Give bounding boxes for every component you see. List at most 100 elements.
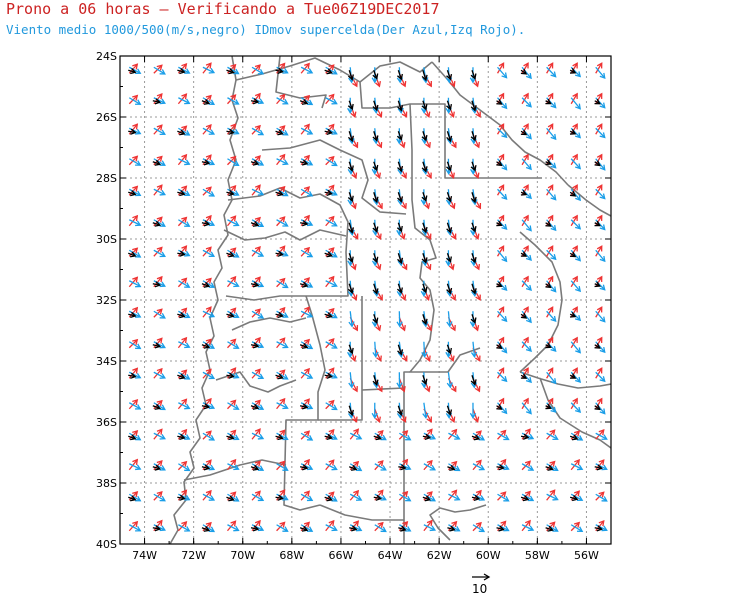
right-mover-vector — [325, 97, 338, 105]
mean-wind-vector — [421, 161, 428, 173]
mean-wind-vector — [421, 100, 428, 111]
right-mover-vector — [178, 463, 191, 472]
right-mover-vector — [178, 524, 191, 532]
left-mover-vector — [398, 378, 406, 393]
right-mover-vector — [276, 219, 289, 227]
border-argentina-uruguay — [519, 184, 611, 373]
right-mover-vector — [497, 310, 508, 323]
right-mover-vector — [202, 432, 216, 441]
right-mover-vector — [300, 432, 314, 441]
mean-wind-vector — [152, 98, 162, 105]
right-mover-vector — [398, 432, 412, 441]
left-mover-vector — [570, 214, 578, 227]
right-mover-vector — [521, 432, 535, 440]
mean-wind-vector — [397, 161, 404, 173]
left-mover-vector — [300, 123, 310, 135]
lon-label: 60W — [476, 549, 501, 562]
right-mover-vector — [153, 280, 166, 288]
mean-wind-vector — [470, 192, 477, 204]
left-mover-vector — [177, 62, 188, 74]
left-mover-vector — [128, 458, 139, 471]
mean-wind-vector — [421, 131, 428, 142]
mean-wind-vector — [422, 433, 432, 440]
mean-wind-vector — [520, 312, 528, 319]
right-mover-vector — [153, 463, 166, 471]
mean-wind-vector — [471, 494, 481, 502]
right-mover-vector — [497, 127, 508, 139]
left-mover-vector — [177, 398, 188, 410]
left-mover-vector — [251, 336, 261, 349]
right-mover-vector — [570, 524, 584, 532]
mean-wind-vector — [372, 100, 379, 112]
right-mover-vector — [595, 371, 606, 383]
mean-wind-vector — [594, 281, 601, 288]
right-mover-vector — [521, 158, 532, 171]
mean-wind-vector — [347, 222, 355, 234]
mean-wind-vector — [250, 342, 260, 349]
lon-label: 74W — [132, 549, 157, 562]
lon-label: 66W — [329, 549, 354, 562]
mean-wind-vector — [324, 433, 333, 441]
right-mover-vector — [595, 66, 606, 80]
mean-wind-vector — [372, 222, 379, 233]
right-mover-vector — [595, 432, 608, 440]
right-mover-vector — [178, 158, 191, 166]
right-mover-vector — [325, 493, 338, 502]
right-mover-vector — [325, 432, 338, 440]
mean-wind-vector — [128, 372, 137, 379]
mean-wind-vector — [520, 495, 530, 502]
left-mover-vector — [521, 397, 529, 410]
right-mover-vector — [227, 158, 240, 167]
mean-wind-vector — [594, 220, 601, 227]
left-mover-vector — [546, 62, 554, 74]
right-mover-vector — [546, 371, 557, 385]
mean-wind-vector — [569, 251, 577, 258]
mean-wind-vector — [300, 220, 309, 227]
right-mover-vector — [227, 432, 240, 441]
left-mover-vector — [496, 367, 505, 379]
mean-wind-vector — [347, 405, 354, 417]
left-mover-vector — [546, 367, 554, 379]
right-mover-vector — [128, 219, 142, 227]
right-mover-vector — [227, 249, 240, 258]
right-mover-vector — [570, 97, 581, 110]
mean-wind-vector — [128, 68, 137, 75]
mean-wind-vector — [347, 100, 354, 111]
left-mover-vector — [177, 153, 188, 166]
mean-wind-vector — [373, 434, 383, 441]
left-mover-vector — [153, 92, 163, 105]
right-mover-vector — [251, 219, 265, 228]
left-mover-vector — [202, 306, 212, 318]
right-mover-vector — [497, 249, 508, 263]
mean-wind-vector — [496, 464, 505, 471]
right-mover-vector — [202, 219, 216, 227]
right-mover-vector — [469, 402, 477, 420]
mean-wind-vector — [496, 404, 503, 410]
right-mover-vector — [497, 432, 510, 441]
mean-wind-vector — [250, 403, 260, 410]
mean-wind-vector — [348, 464, 358, 471]
lat-lon-grid — [120, 56, 611, 544]
left-mover-vector — [276, 153, 286, 166]
mean-wind-vector — [594, 525, 603, 532]
mean-wind-vector — [496, 99, 503, 105]
mean-wind-vector — [545, 221, 552, 227]
right-mover-vector — [325, 463, 338, 471]
mean-wind-vector — [421, 314, 428, 326]
right-mover-vector — [153, 249, 166, 258]
left-mover-vector — [128, 123, 139, 135]
right-mover-vector — [153, 188, 166, 196]
mean-wind-vector — [299, 159, 309, 166]
right-mover-vector — [202, 158, 216, 166]
mean-wind-vector — [594, 98, 601, 105]
mean-wind-vector — [250, 98, 260, 105]
mean-wind-vector — [520, 189, 528, 196]
left-mover-vector — [521, 519, 531, 532]
right-mover-vector — [325, 188, 338, 196]
right-mover-vector — [153, 66, 166, 75]
right-mover-vector — [374, 493, 387, 501]
right-mover-vector — [325, 66, 338, 75]
left-mover-vector — [300, 398, 310, 410]
right-mover-vector — [423, 524, 437, 532]
right-mover-vector — [497, 158, 508, 171]
